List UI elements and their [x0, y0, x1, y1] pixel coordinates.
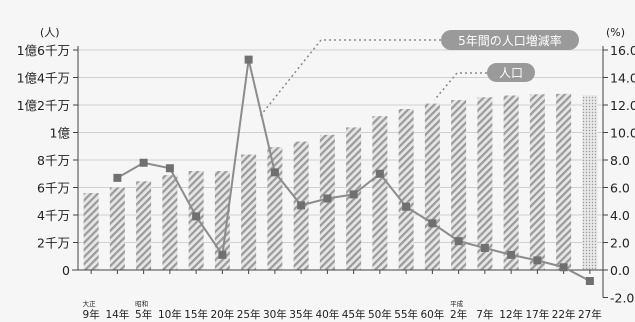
left-axis-unit: (人) — [40, 26, 60, 39]
population-bar — [582, 95, 598, 270]
right-axis-unit: (%) — [606, 26, 625, 39]
population-bar — [424, 103, 440, 270]
growth-rate-point — [192, 212, 201, 221]
category-label: 40年 — [315, 308, 339, 321]
category-label: 10年 — [158, 308, 182, 321]
population-bar — [83, 193, 99, 270]
right-tick-label: 2.0 — [610, 236, 630, 251]
population-bar — [109, 187, 125, 270]
category-label: 5年 — [135, 308, 152, 321]
left-tick-label: 6千万 — [37, 181, 70, 196]
growth-rate-point — [244, 55, 253, 64]
population-bar — [241, 154, 257, 270]
right-tick-label: 12.0 — [610, 98, 635, 113]
left-tick-label: 1億4千万 — [17, 71, 70, 86]
right-tick-label: -2.0 — [610, 291, 634, 306]
right-tick-label: 16.0 — [610, 43, 635, 58]
left-tick-label: 1億 — [50, 126, 71, 141]
growth-rate-point — [349, 190, 358, 199]
era-label: 昭和 — [135, 299, 148, 308]
category-label: 17年 — [525, 308, 549, 321]
category-label: 15年 — [184, 308, 208, 321]
right-tick-label: 4.0 — [610, 208, 630, 223]
bar-legend-leader — [433, 72, 487, 101]
population-bar — [451, 100, 467, 270]
right-tick-label: 6.0 — [610, 181, 630, 196]
era-label: 平成 — [450, 299, 464, 308]
category-label: 7年 — [476, 308, 493, 321]
left-tick-label: 4千万 — [37, 208, 70, 223]
category-label: 9年 — [83, 308, 100, 321]
left-tick-label: 1億6千万 — [17, 43, 70, 58]
left-tick-label: 1億2千万 — [17, 98, 70, 113]
line-legend-label: 5年間の人口増減率 — [458, 33, 562, 48]
population-bar — [503, 95, 519, 270]
growth-rate-point — [375, 169, 384, 178]
population-bar — [398, 108, 414, 270]
population-bars — [83, 93, 598, 271]
population-bar — [529, 94, 545, 271]
left-tick-label: 0 — [62, 263, 70, 278]
category-label: 45年 — [342, 308, 366, 321]
category-label: 12年 — [499, 308, 523, 321]
category-label: 25年 — [237, 308, 261, 321]
growth-rate-point — [507, 250, 516, 259]
population-bar — [346, 127, 362, 270]
category-label: 14年 — [105, 308, 129, 321]
growth-rate-point — [559, 263, 568, 272]
growth-rate-point — [139, 158, 148, 167]
right-tick-label: 0.0 — [610, 263, 630, 278]
population-bar — [267, 147, 283, 270]
axes: 0 2千万 4千万 6千万 8千万 1億 1億2千万 1億4千万 1億6千万 (人) -2.0 0.0… — [17, 26, 635, 321]
line-legend-pill — [441, 30, 579, 50]
line-legend-leader — [258, 39, 441, 119]
category-label: 22年 — [552, 308, 576, 321]
growth-rate-line — [113, 55, 594, 285]
growth-rate-point — [454, 237, 463, 246]
population-bar — [162, 175, 178, 270]
category-label: 2年 — [450, 308, 467, 321]
bar-legend-pill — [487, 63, 535, 82]
growth-rate-point — [323, 194, 332, 203]
bar-legend-label: 人口 — [499, 66, 523, 80]
category-label: 50年 — [368, 308, 392, 321]
growth-rate-point — [113, 173, 122, 182]
growth-rate-point — [585, 277, 594, 285]
category-label: 20年 — [210, 308, 234, 321]
category-label: 27年 — [578, 308, 602, 321]
category-label: 30年 — [263, 308, 287, 321]
population-bar — [188, 171, 204, 270]
growth-rate-point — [402, 202, 411, 211]
growth-rate-point — [270, 168, 279, 177]
population-bar — [556, 93, 572, 270]
category-label: 60年 — [420, 308, 444, 321]
left-tick-label: 2千万 — [37, 236, 70, 251]
growth-rate-point — [480, 244, 489, 252]
era-label: 大正 — [83, 299, 97, 308]
growth-rate-point — [165, 164, 174, 173]
growth-rate-point — [297, 201, 306, 210]
growth-rate-point — [533, 256, 542, 265]
right-tick-label: 10.0 — [610, 126, 635, 141]
left-tick-label: 8千万 — [37, 153, 70, 168]
right-tick-label: 8.0 — [610, 153, 630, 168]
category-label: 35年 — [289, 308, 313, 321]
right-tick-label: 14.0 — [610, 71, 635, 86]
population-bar — [136, 181, 152, 270]
population-bar — [372, 116, 388, 270]
population-bar — [477, 97, 493, 270]
growth-rate-point — [218, 250, 227, 259]
category-label: 55年 — [394, 308, 418, 321]
growth-rate-point — [428, 219, 437, 228]
population-bar — [214, 171, 230, 270]
